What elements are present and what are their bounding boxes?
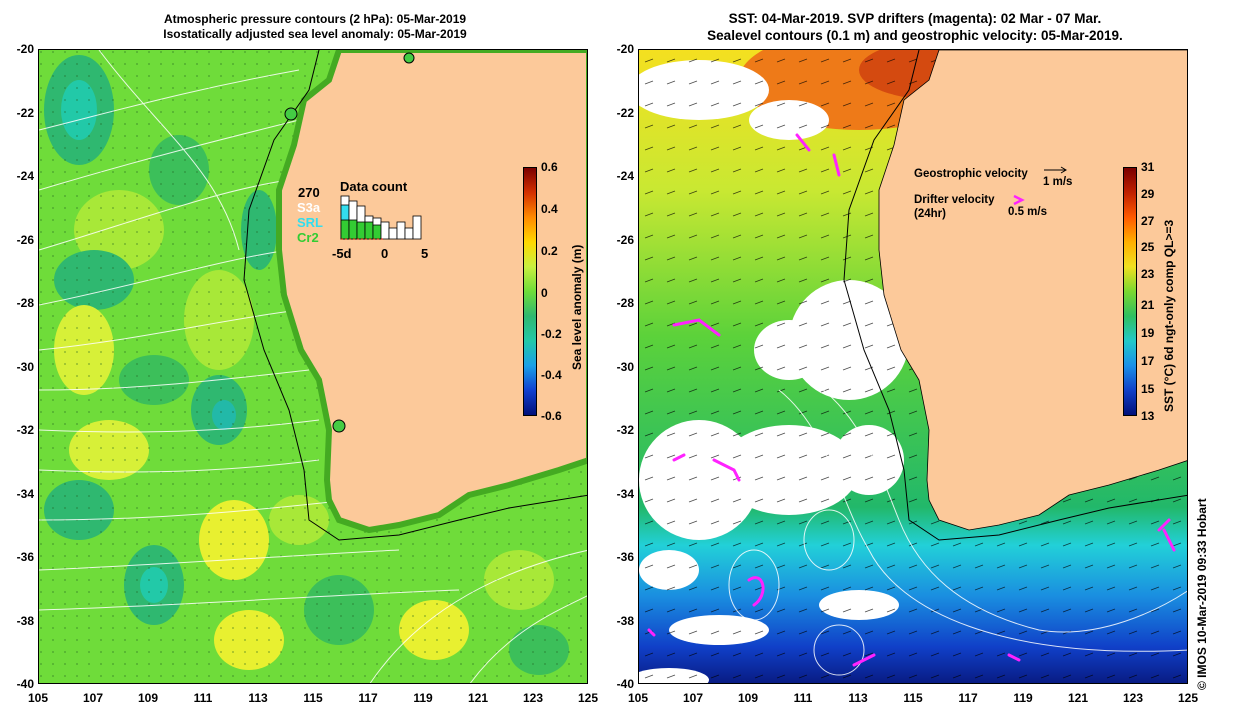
sst-tick: 13 xyxy=(1141,409,1155,423)
right-title-line1: SST: 04-Mar-2019. SVP drifters (magenta)… xyxy=(728,11,1102,26)
right-lat-tick: -34 xyxy=(616,486,634,501)
left-lon-tick: 109 xyxy=(137,691,159,705)
right-lon-tick: 105 xyxy=(627,691,649,705)
left-lon-tick: 123 xyxy=(522,691,544,705)
sst-tick: 19 xyxy=(1141,326,1155,340)
sla-tick: 0.4 xyxy=(541,202,558,216)
geo-velocity-scale: 1 m/s xyxy=(1043,176,1073,188)
sst-tick: 25 xyxy=(1141,240,1155,254)
sst-tick: 31 xyxy=(1141,160,1155,174)
shelf-break-200m xyxy=(243,50,587,541)
left-lon-tick: 115 xyxy=(303,691,323,705)
left-lat-tick: -40 xyxy=(16,677,34,691)
right-lon-tick: 115 xyxy=(903,691,923,705)
hist-tick-5: 5 xyxy=(421,246,429,261)
right-lat-tick: -30 xyxy=(616,359,634,374)
sea-level-contours xyxy=(728,379,1187,676)
sst-tick: 21 xyxy=(1141,298,1155,312)
right-lat-tick: -32 xyxy=(616,423,634,437)
svp-drifter-tracks xyxy=(647,133,1176,667)
right-lat-tick: -38 xyxy=(616,613,634,628)
left-lat-tick: -30 xyxy=(16,359,34,374)
source-s3a: S3a xyxy=(297,200,321,215)
left-lon-tick: 111 xyxy=(193,691,213,705)
left-lat-tick: -34 xyxy=(16,486,34,501)
left-lat-tick: -26 xyxy=(16,232,34,247)
data-count-total: 270 xyxy=(298,185,320,200)
right-lat-tick: -24 xyxy=(616,169,634,183)
left-lon-tick: 107 xyxy=(82,691,104,705)
left-lon-tick: 121 xyxy=(467,691,489,705)
hist-tick-0: 0 xyxy=(381,246,389,261)
sst-map[interactable] xyxy=(638,49,1188,684)
right-lat-tick: -28 xyxy=(616,296,634,310)
right-lat-tick: -36 xyxy=(616,550,634,564)
sst-tick: 23 xyxy=(1141,267,1155,281)
left-title-line1: Atmospheric pressure contours (2 hPa): 0… xyxy=(163,12,467,26)
sla-map-graphic xyxy=(39,50,587,683)
right-lat-tick: -40 xyxy=(616,677,634,691)
sst-colorbar-label: SST (°C) 6d ngt-only comp QL>=3 xyxy=(1162,219,1176,412)
right-lon-tick: 121 xyxy=(1067,691,1089,705)
left-lat-tick: -32 xyxy=(16,423,34,437)
data-count-title: Data count xyxy=(340,179,408,194)
right-lon-tick: 117 xyxy=(958,691,978,705)
sea-level-anomaly-map[interactable] xyxy=(38,49,588,684)
sst-tick: 15 xyxy=(1141,382,1155,396)
sst-colorbar xyxy=(1123,167,1137,416)
right-map-title: SST: 04-Mar-2019. SVP drifters (magenta)… xyxy=(640,10,1190,44)
right-lon-tick: 109 xyxy=(737,691,759,705)
left-title-line2: Isostatically adjusted sea level anomaly… xyxy=(163,27,467,41)
left-lat-tick: -22 xyxy=(16,105,34,120)
left-lat-tick: -24 xyxy=(16,169,34,183)
shelf-break-200m xyxy=(843,50,1187,541)
sla-tick: 0.6 xyxy=(541,160,558,174)
left-lon-tick: 105 xyxy=(27,691,49,705)
sla-colorbar xyxy=(523,167,537,416)
left-lat-tick: -20 xyxy=(16,42,34,56)
left-lon-tick: 117 xyxy=(358,691,378,705)
right-lon-tick: 125 xyxy=(1177,691,1199,705)
sla-tick: -0.4 xyxy=(541,368,562,382)
sst-tick: 29 xyxy=(1141,187,1155,201)
right-lon-tick: 123 xyxy=(1122,691,1144,705)
sla-colorbar-label: Sea level anomaly (m) xyxy=(570,244,584,370)
drifter-velocity-label: Drifter velocity xyxy=(914,194,995,206)
source-cr2: Cr2 xyxy=(297,230,319,245)
hist-tick-minus5d: -5d xyxy=(332,246,352,261)
right-lat-tick: -26 xyxy=(616,232,634,247)
geo-velocity-label: Geostrophic velocity xyxy=(914,168,1028,180)
drifter-velocity-sub: (24hr) xyxy=(914,208,946,220)
right-lat-tick: -22 xyxy=(616,105,634,120)
sla-tick: -0.6 xyxy=(541,409,562,423)
tide-gauge-markers xyxy=(284,52,415,433)
left-map-title: Atmospheric pressure contours (2 hPa): 0… xyxy=(40,12,590,42)
drifter-velocity-scale: 0.5 m/s xyxy=(1008,206,1047,218)
right-lon-tick: 111 xyxy=(793,691,813,705)
left-lat-tick: -38 xyxy=(16,613,34,628)
velocity-legend-symbols xyxy=(1013,166,1067,206)
imos-credit: © IMOS 10-Mar-2019 09:33 Hobart xyxy=(1195,498,1209,690)
sla-tick: 0.2 xyxy=(541,244,558,258)
australia-landmass xyxy=(878,50,1187,531)
source-srl: SRL xyxy=(297,215,323,230)
data-count-histogram xyxy=(340,195,422,240)
left-lon-tick: 113 xyxy=(248,691,268,705)
left-lon-tick: 125 xyxy=(577,691,599,705)
right-lon-tick: 113 xyxy=(848,691,868,705)
sla-tick: 0 xyxy=(541,286,548,300)
sst-map-graphic xyxy=(639,50,1187,683)
left-lon-tick: 119 xyxy=(413,691,433,705)
australia-landmass xyxy=(276,50,587,534)
left-lat-tick: -36 xyxy=(16,550,34,564)
right-lat-tick: -20 xyxy=(616,42,634,56)
sst-tick: 27 xyxy=(1141,214,1155,228)
sla-tick: -0.2 xyxy=(541,327,562,341)
right-lon-tick: 119 xyxy=(1013,691,1033,705)
right-lon-tick: 107 xyxy=(682,691,704,705)
right-title-line2: Sealevel contours (0.1 m) and geostrophi… xyxy=(707,28,1123,43)
pressure-contours xyxy=(39,50,587,683)
sst-tick: 17 xyxy=(1141,354,1155,368)
left-lat-tick: -28 xyxy=(16,296,34,310)
